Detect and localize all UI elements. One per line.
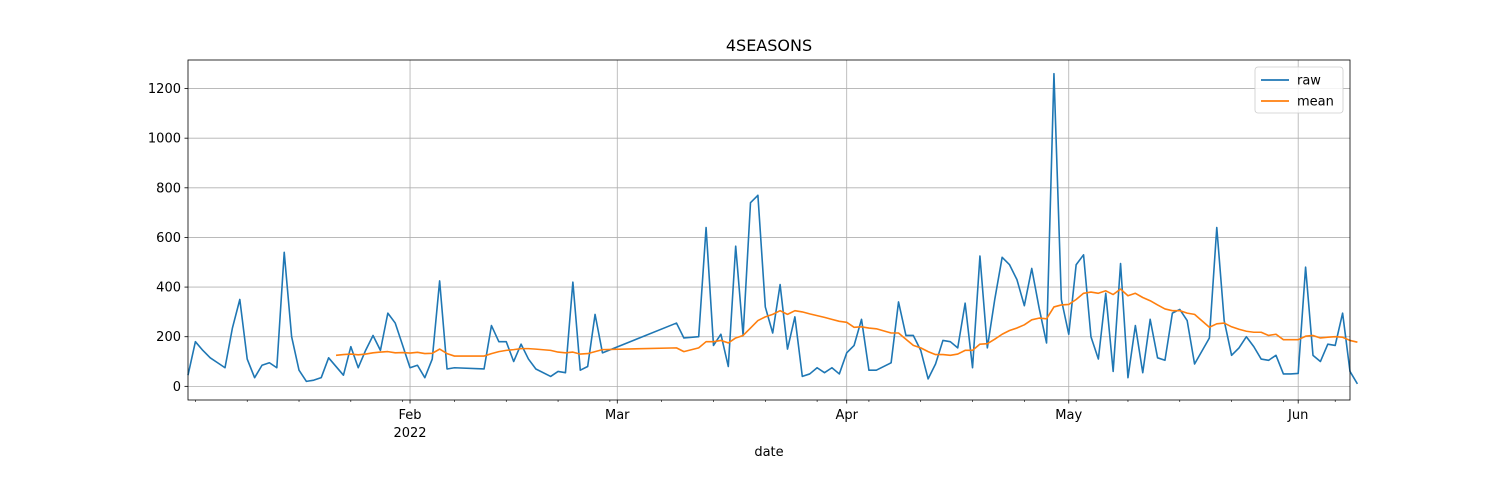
y-tick-label: 1000: [148, 132, 181, 147]
grid: [188, 60, 1350, 400]
y-tick-label: 0: [173, 380, 181, 395]
y-tick-label: 600: [156, 231, 181, 246]
y-tick-label: 800: [156, 181, 181, 196]
x-tick-label: Apr: [835, 408, 858, 423]
x-tick-label: Jun: [1287, 408, 1308, 423]
legend: raw mean: [1254, 66, 1344, 114]
y-tick-label: 200: [156, 330, 181, 345]
legend-label-mean: mean: [1297, 95, 1334, 110]
legend-label-raw: raw: [1297, 74, 1321, 89]
x-tick-label: May: [1055, 408, 1082, 423]
series-line-mean: [335, 288, 1358, 357]
x-axis-label: date: [754, 445, 783, 460]
axes: 0 200 400 600 800 1000 1200 Feb 2022 Mar Apr May Jun: [148, 59, 1351, 441]
x-tick-label: Feb: [399, 408, 422, 423]
series-layer: [187, 72, 1359, 385]
y-tick-label: 400: [156, 281, 181, 296]
chart-title: 4SEASONS: [726, 36, 812, 55]
x-tick-label: Mar: [605, 408, 630, 423]
plot-frame: [187, 59, 1351, 401]
x-tick-sublabel: 2022: [393, 426, 426, 441]
y-tick-label: 1200: [148, 82, 181, 97]
